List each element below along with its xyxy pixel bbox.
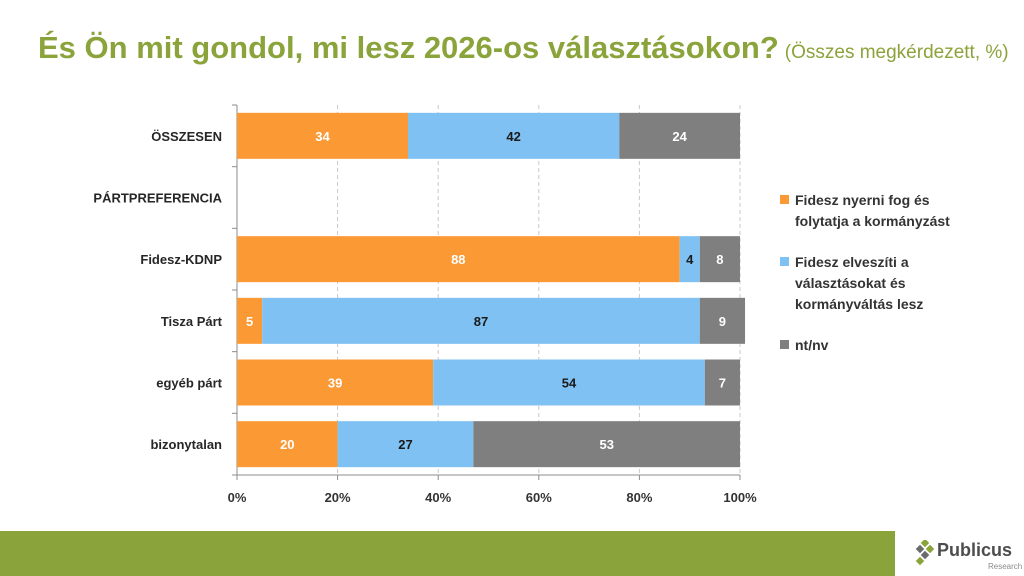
logo-diamond-icon: [915, 540, 935, 566]
legend-item-lose: Fidesz elveszíti a választásokat és korm…: [780, 252, 980, 315]
bar-segment: [704, 359, 740, 406]
legend-swatch-win: [780, 195, 789, 204]
legend-label-dk: nt/nv: [795, 337, 829, 353]
bar-segment: [473, 421, 740, 468]
legend-swatch-dk: [780, 340, 789, 349]
legend-swatch-lose: [780, 257, 789, 266]
x-tick-label: 40%: [425, 490, 451, 505]
bar-segment: [699, 297, 746, 344]
y-category-label: bizonytalan: [150, 437, 222, 452]
bar-data-label: 8: [716, 252, 723, 267]
bar-data-label: 53: [599, 437, 613, 452]
title-main: És Ön mit gondol, mi lesz 2026-os válasz…: [38, 30, 779, 65]
y-category-label: Tisza Párt: [161, 314, 223, 329]
bar-segment: [237, 421, 338, 468]
bar-data-label: 7: [719, 376, 726, 391]
bar-segment: [679, 236, 700, 283]
x-tick-label: 0%: [228, 490, 247, 505]
bar-segment: [699, 236, 740, 283]
bar-data-label: 88: [451, 252, 465, 267]
bar-segment: [237, 112, 409, 159]
stacked-bar-chart: 0% 20% 40% 60% 80% 100% ÖSSZESEN 34 42 24 PÁRTPREF…: [93, 104, 757, 505]
y-category-label: ÖSSZESEN: [151, 129, 222, 144]
x-tick-label: 100%: [723, 490, 757, 505]
y-category-label: PÁRTPREFERENCIA: [93, 191, 222, 206]
bar-segment: [619, 112, 740, 159]
x-tick-label: 60%: [526, 490, 552, 505]
bar-data-label: 87: [474, 314, 488, 329]
y-category-label: egyéb párt: [156, 376, 222, 391]
bar-segment: [237, 359, 434, 406]
bar-data-label: 54: [562, 376, 577, 391]
bar-data-label: 9: [719, 314, 726, 329]
title-subtitle: (Összes megkérdezett, %): [784, 42, 1009, 63]
x-tick-label: 80%: [626, 490, 652, 505]
logo-name: Publicus: [937, 540, 1013, 560]
bar-segment: [262, 297, 700, 344]
bar-data-label: 42: [506, 129, 520, 144]
bar-data-label: 24: [672, 129, 687, 144]
y-category-label: Fidesz-KDNP: [140, 252, 222, 267]
bar-data-label: 39: [328, 376, 342, 391]
bar-data-label: 4: [686, 252, 694, 267]
bar-data-label: 27: [398, 437, 412, 452]
legend-label-lose: Fidesz elveszíti a választásokat és korm…: [795, 254, 924, 312]
legend: Fidesz nyerni fog és folytatja a kormány…: [780, 190, 980, 376]
bar-segment: [408, 112, 620, 159]
bar-segment: [237, 236, 680, 283]
bar-segment: [337, 421, 474, 468]
bar-segment: [433, 359, 705, 406]
chart-title: És Ön mit gondol, mi lesz 2026-os válasz…: [38, 30, 1009, 66]
legend-item-dk: nt/nv: [780, 335, 980, 356]
bar-data-label: 5: [246, 314, 253, 329]
bar-data-label: 34: [315, 129, 330, 144]
x-tick-label: 20%: [325, 490, 351, 505]
legend-label-win: Fidesz nyerni fog és folytatja a kormány…: [795, 192, 950, 229]
publicus-logo: Publicus Research: [915, 534, 1024, 576]
legend-item-win: Fidesz nyerni fog és folytatja a kormány…: [780, 190, 980, 232]
logo-research: Research: [988, 562, 1023, 571]
bar-data-label: 20: [280, 437, 294, 452]
footer-bar: [0, 531, 895, 576]
bar-segment: [237, 297, 263, 344]
